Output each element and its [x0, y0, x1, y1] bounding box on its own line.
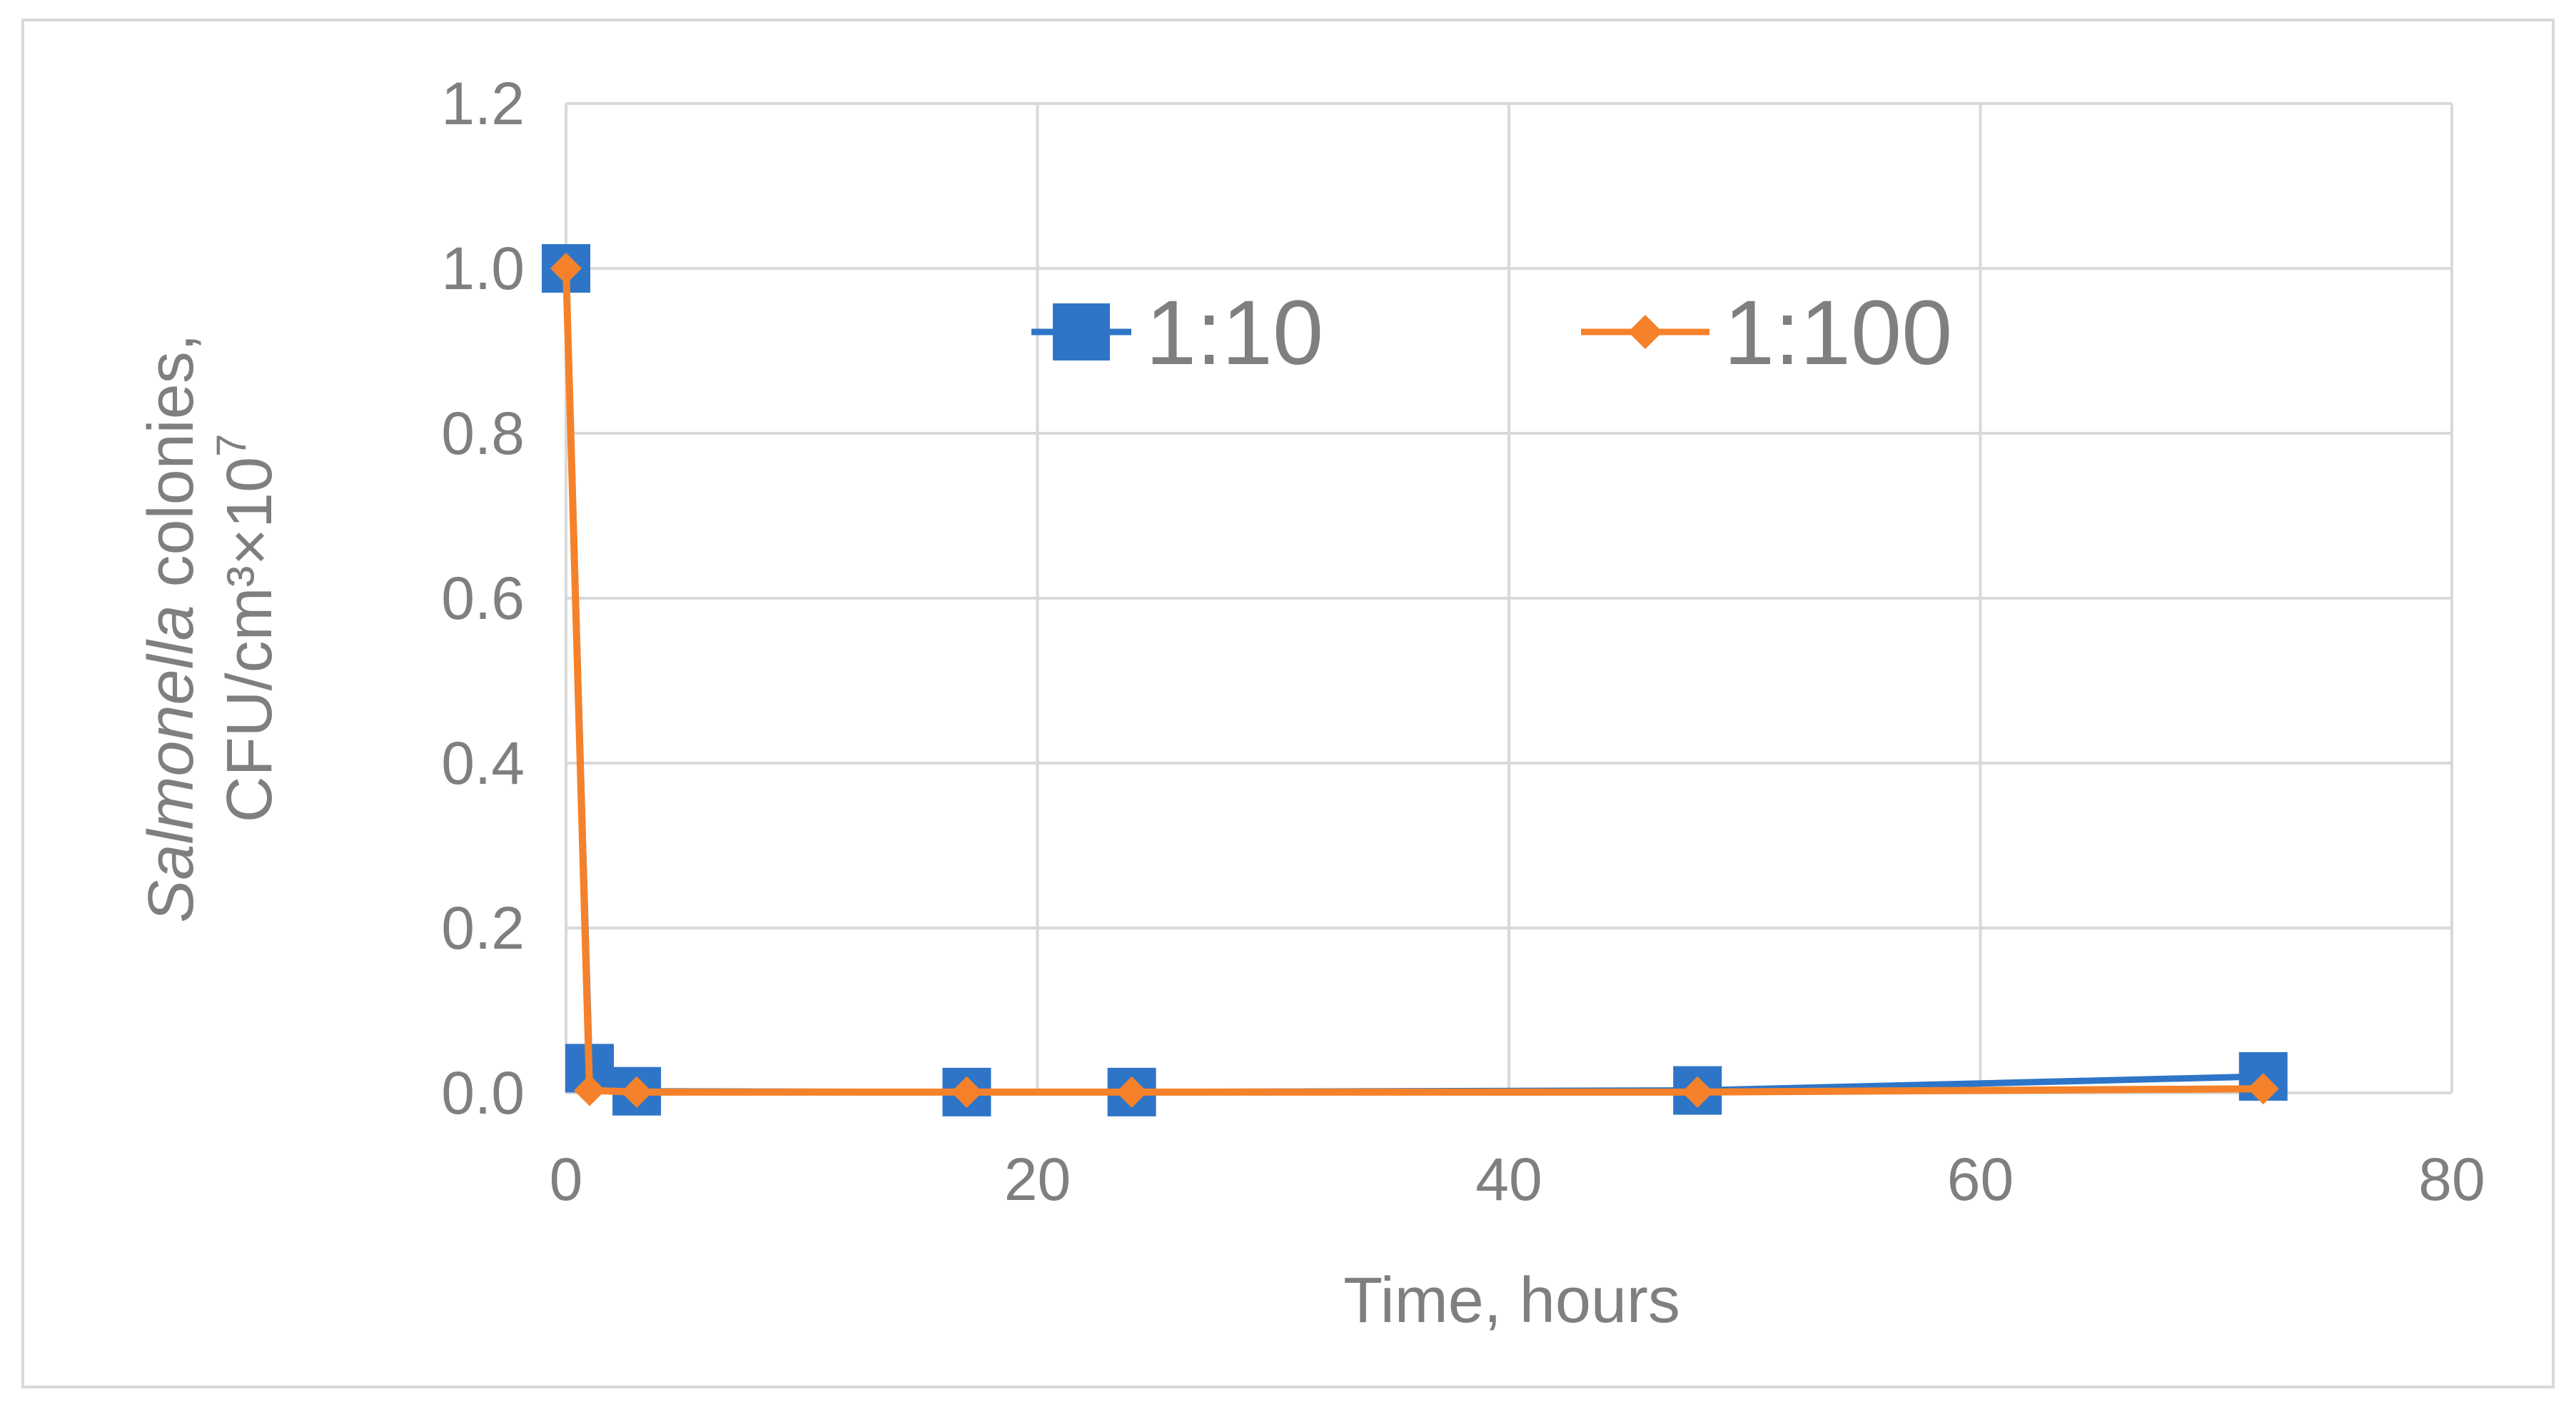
legend-square-marker [1053, 303, 1110, 360]
series-0 [542, 244, 2288, 1116]
x-tick-label: 60 [1947, 1146, 2014, 1213]
y-tick-label: 0.4 [441, 730, 525, 797]
y-tick-label: 0.8 [441, 400, 525, 467]
x-axis-title: Time, hours [1343, 1265, 1680, 1336]
chart-frame [21, 19, 2555, 1388]
data-point [621, 1076, 653, 1108]
y-axis-title-line2: CFU/cm³×107 [208, 434, 286, 823]
legend-label: 1:100 [1724, 282, 1952, 384]
data-point [1116, 1076, 1148, 1108]
data-point [550, 253, 582, 284]
legend: 1:10 1:100 [1031, 282, 1952, 384]
y-axis-title: Salmonella colonies, CFU/cm³×107 [136, 333, 286, 922]
legend-diamond-marker [1628, 315, 1662, 349]
series-1 [550, 253, 2279, 1108]
series-line [562, 268, 2263, 1096]
legend-item-1: 1:100 [1581, 282, 1952, 384]
data-point [2247, 1073, 2279, 1105]
y-tick-label: 1.0 [441, 235, 525, 302]
x-tick-label: 20 [1004, 1146, 1071, 1213]
y-tick-label: 1.2 [441, 70, 525, 137]
series [542, 244, 2288, 1116]
data-point [574, 1074, 606, 1106]
legend-label: 1:10 [1146, 282, 1323, 384]
y-axis-title-line1: Salmonella colonies, [136, 333, 207, 922]
data-point [951, 1076, 983, 1108]
x-tick-label: 80 [2418, 1146, 2485, 1213]
tick-labels: 0.0 0.2 0.4 0.6 0.8 1.0 1.2 0 20 40 60 80 [441, 70, 2485, 1213]
x-tick-label: 0 [550, 1146, 583, 1213]
data-point [1682, 1076, 1714, 1108]
series-line [562, 268, 2263, 1096]
y-tick-label: 0.0 [441, 1059, 525, 1126]
y-tick-label: 0.6 [441, 565, 525, 632]
legend-item-0: 1:10 [1031, 282, 1323, 384]
x-tick-label: 40 [1475, 1146, 1542, 1213]
grid [565, 102, 2453, 1094]
y-tick-label: 0.2 [441, 894, 525, 962]
